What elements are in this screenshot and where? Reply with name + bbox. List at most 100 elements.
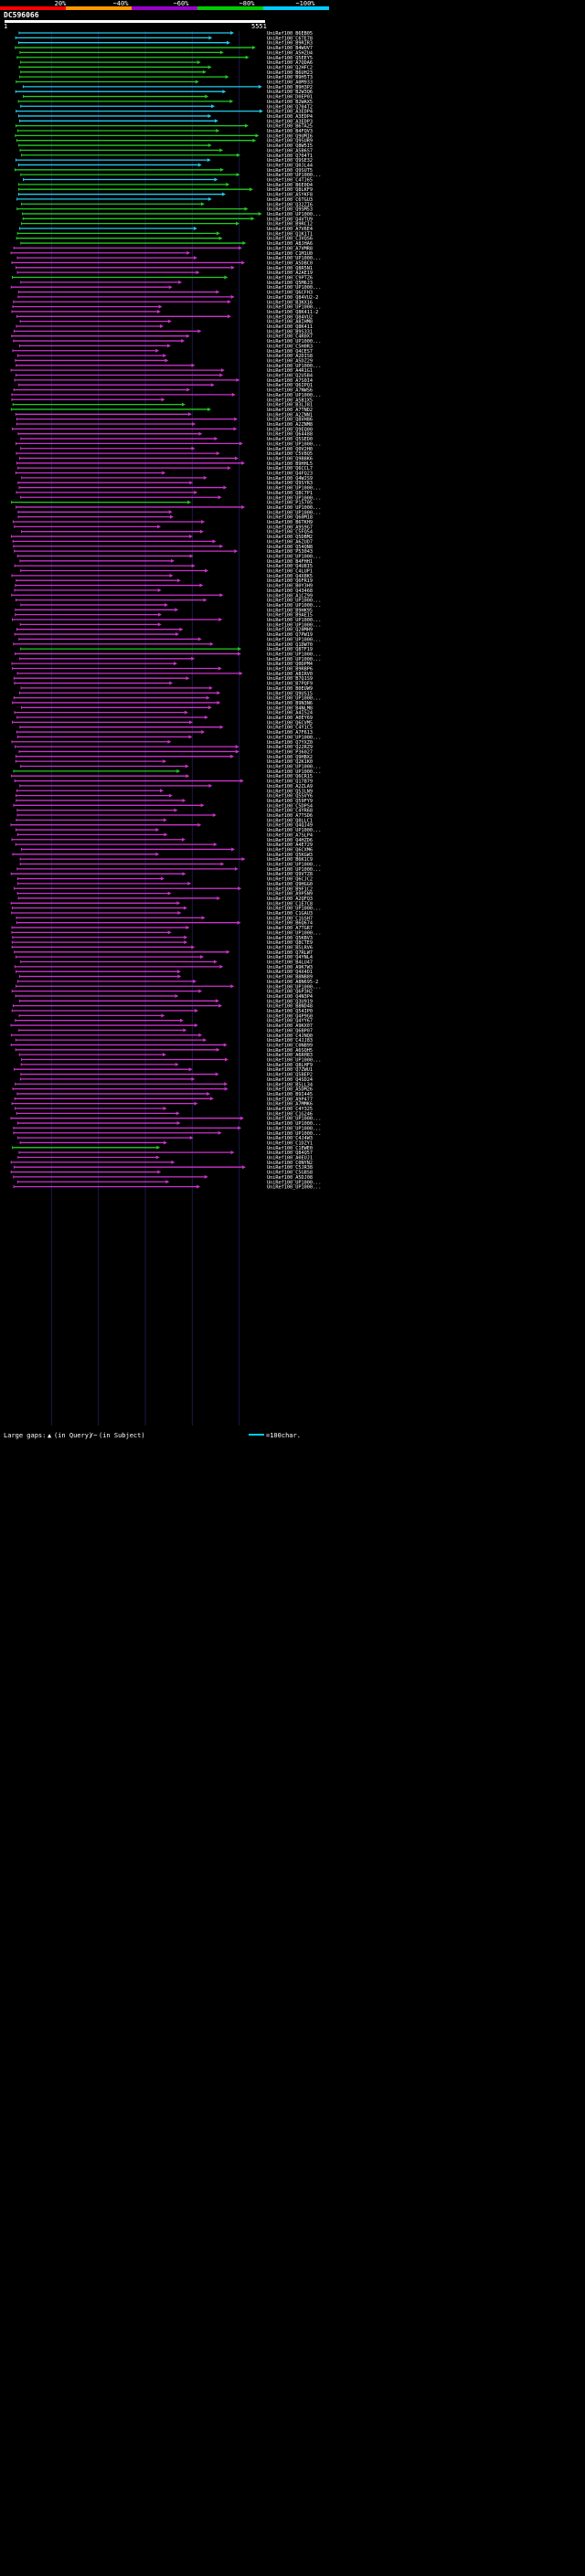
hit-label[interactable]: UniRef100_UP1000...	[267, 984, 321, 990]
hit-label[interactable]: UniRef100_C9PTZ6	[267, 276, 313, 281]
hit-row[interactable]: UniRef100_A6RH83	[18, 1053, 313, 1058]
hit-label[interactable]: UniRef100_B5LRV6	[267, 945, 313, 950]
hit-row[interactable]: UniRef100_A7SLP4	[16, 832, 313, 838]
hit-label[interactable]: UniRef100_B6UH23	[267, 70, 313, 76]
hit-row[interactable]: UniRef100_C4Y325	[15, 1107, 313, 1112]
hit-label[interactable]: UniRef100_UP1000...	[267, 212, 321, 217]
hit-label[interactable]: UniRef100_UP1000...	[267, 173, 321, 178]
hit-label[interactable]: UniRef100_A5B6S7	[267, 148, 313, 154]
hit-row[interactable]: UniRef100_Q5SVY6	[16, 793, 313, 800]
hit-label[interactable]: UniRef100_C6TE78	[267, 36, 313, 41]
hit-label[interactable]: UniRef100_Q8LLC1	[267, 818, 313, 823]
hit-row[interactable]: UniRef100_B5LL34	[15, 1082, 313, 1087]
hit-row[interactable]: UniRef100_UP1000...	[20, 764, 322, 770]
hit-row[interactable]: UniRef100_Q8W5I5	[18, 143, 313, 149]
hit-row[interactable]: UniRef100_UP1000...	[22, 211, 322, 217]
hit-row[interactable]: UniRef100_Q6CJC2	[16, 876, 313, 883]
hit-label[interactable]: UniRef100_UP1000...	[267, 339, 321, 345]
hit-row[interactable]: UniRef100_Q9HBX2	[15, 754, 313, 760]
hit-row[interactable]: UniRef100_B3KX16	[13, 300, 313, 305]
hit-label[interactable]: UniRef100_C5FQ54	[267, 530, 313, 535]
hit-label[interactable]: UniRef100_B4FQV3	[267, 129, 313, 134]
hit-label[interactable]: UniRef100_C0NB99	[267, 1043, 313, 1048]
hit-label[interactable]: UniRef100_UP1000...	[267, 618, 321, 623]
hit-label[interactable]: UniRef100_Q4FQ23	[267, 472, 313, 477]
hit-label[interactable]: UniRef100_UP1000...	[267, 256, 321, 261]
hit-row[interactable]: UniRef100_A6SQH5	[15, 1047, 313, 1054]
hit-label[interactable]: UniRef100_UP1000...	[267, 1117, 321, 1122]
hit-label[interactable]: UniRef100_UP1000...	[267, 305, 321, 311]
hit-row[interactable]: UniRef100_B9HHL5	[16, 461, 313, 467]
hit-row[interactable]: UniRef100_B4NLM8	[21, 705, 313, 711]
hit-row[interactable]: UniRef100_A7S0I4	[14, 377, 313, 384]
hit-row[interactable]: UniRef100_A2DIS8	[16, 354, 313, 359]
hit-row[interactable]: UniRef100_B7Q1S9	[13, 676, 313, 682]
hit-label[interactable]: UniRef100_Q5JLN9	[267, 789, 313, 794]
hit-row[interactable]: UniRef100_Q54IP0	[11, 1009, 313, 1014]
hit-label[interactable]: UniRef100_A3EDP4	[267, 110, 313, 115]
hit-label[interactable]: UniRef100_Q8R5N1	[267, 266, 313, 271]
hit-row[interactable]: UniRef100_A7VMR8	[13, 246, 313, 251]
hit-row[interactable]: UniRef100_Q0DPM4	[11, 662, 313, 667]
hit-label[interactable]: UniRef100_A9P477	[267, 1097, 313, 1102]
hit-row[interactable]: UniRef100_B0EUW9	[20, 685, 313, 692]
hit-label[interactable]: UniRef100_B5LL34	[267, 1082, 313, 1087]
hit-row[interactable]: UniRef100_Q4YY67	[15, 1018, 313, 1024]
hit-row[interactable]: UniRef100_C4Y1C5	[19, 725, 313, 731]
hit-label[interactable]: UniRef100_Q84Q57	[267, 1150, 313, 1156]
hit-label[interactable]: UniRef100_Q4HZD6	[267, 838, 313, 843]
hit-row[interactable]: UniRef100_UP1000...	[12, 618, 322, 623]
hit-label[interactable]: UniRef100_A5HZU4	[267, 50, 313, 56]
hit-row[interactable]: UniRef100_Q6CR15	[11, 774, 313, 779]
hit-label[interactable]: UniRef100_C1GAU3	[267, 911, 313, 917]
hit-label[interactable]: UniRef100_A5B1X5	[267, 398, 313, 403]
hit-row[interactable]: UniRef100_Q7RLW7	[14, 949, 313, 956]
hit-row[interactable]: UniRef100_Q2HFC2	[18, 65, 313, 70]
hit-row[interactable]: UniRef100_Q5BEP2	[20, 1072, 313, 1078]
hit-row[interactable]: UniRef100_C5GBS8	[10, 1170, 313, 1176]
hit-label[interactable]: UniRef100_B0EUW9	[267, 686, 313, 692]
hit-label[interactable]: UniRef100_C4Y325	[267, 1107, 313, 1112]
hit-label[interactable]: UniRef100_A5DZ29	[267, 358, 313, 364]
hit-row[interactable]: UniRef100_Q22RZ9	[15, 745, 313, 750]
hit-row[interactable]: UniRef100_Q8TF19	[20, 647, 313, 652]
hit-label[interactable]: UniRef100_Q6CXM6	[267, 847, 313, 853]
hit-row[interactable]: UniRef100_B7PQF9	[14, 681, 313, 687]
hit-label[interactable]: UniRef100_UP1000...	[267, 1121, 321, 1127]
hit-row[interactable]: UniRef100_B9S331	[13, 329, 313, 334]
hit-row[interactable]: UniRef100_B2W3Q6	[15, 90, 313, 95]
hit-row[interactable]: UniRef100_Q6BP07	[18, 1028, 313, 1034]
hit-row[interactable]: UniRef100_Q8K411-2	[11, 309, 318, 315]
hit-row[interactable]: UniRef100_C4YR68	[16, 808, 313, 814]
hit-row[interactable]: UniRef100_A7TND2	[10, 407, 313, 413]
hit-row[interactable]: UniRef100_C0NB99	[10, 1043, 313, 1048]
hit-row[interactable]: UniRef100_C5JR38	[14, 1165, 313, 1171]
hit-label[interactable]: UniRef100_Q5SVY6	[267, 794, 313, 800]
hit-label[interactable]: UniRef100_A7TND2	[267, 408, 313, 413]
hit-label[interactable]: UniRef100_A2AE19	[267, 270, 313, 276]
hit-label[interactable]: UniRef100_B9N3N6	[267, 701, 313, 706]
hit-label[interactable]: UniRef100_C5GBS8	[267, 1171, 313, 1176]
hit-label[interactable]: UniRef100_B6K1C9	[267, 857, 313, 863]
hit-row[interactable]: UniRef100_Q4YNL4	[16, 955, 313, 960]
hit-row[interactable]: UniRef100_B9RC12	[20, 221, 313, 228]
hit-label[interactable]: UniRef100_C1M1U0	[267, 251, 313, 257]
hit-label[interactable]: UniRef100_UP1000...	[267, 364, 321, 369]
hit-label[interactable]: UniRef100_B8NB89	[267, 975, 313, 981]
hit-row[interactable]: UniRef100_Q8CTE9	[11, 940, 313, 946]
hit-label[interactable]: UniRef100_UP1000...	[267, 652, 321, 657]
hit-row[interactable]: UniRef100_B6K1C9	[19, 857, 313, 863]
hit-row[interactable]: UniRef100_Q9EQ00	[11, 427, 313, 432]
hit-row[interactable]: UniRef100_UP1000...	[19, 862, 321, 868]
hit-label[interactable]: UniRef100_Q6CJC2	[267, 877, 313, 883]
hit-row[interactable]: UniRef100_Q8R5N1	[15, 265, 313, 271]
hit-label[interactable]: UniRef100_B6TKH9	[267, 520, 313, 525]
hit-row[interactable]: UniRef100_B9RBP6	[12, 666, 313, 673]
hit-label[interactable]: UniRef100_Q9SM53	[267, 207, 313, 213]
hit-label[interactable]: UniRef100_C5DPS4	[267, 803, 313, 809]
hit-row[interactable]: UniRef100_Q9US15	[18, 691, 313, 696]
hit-row[interactable]: UniRef100_C4JJ83	[15, 1038, 313, 1044]
hit-label[interactable]: UniRef100_A8N695-2	[267, 980, 318, 985]
hit-label[interactable]: UniRef100_Q1K1T1	[267, 231, 313, 237]
hit-row[interactable]: UniRef100_A2QFQ3	[17, 896, 313, 902]
